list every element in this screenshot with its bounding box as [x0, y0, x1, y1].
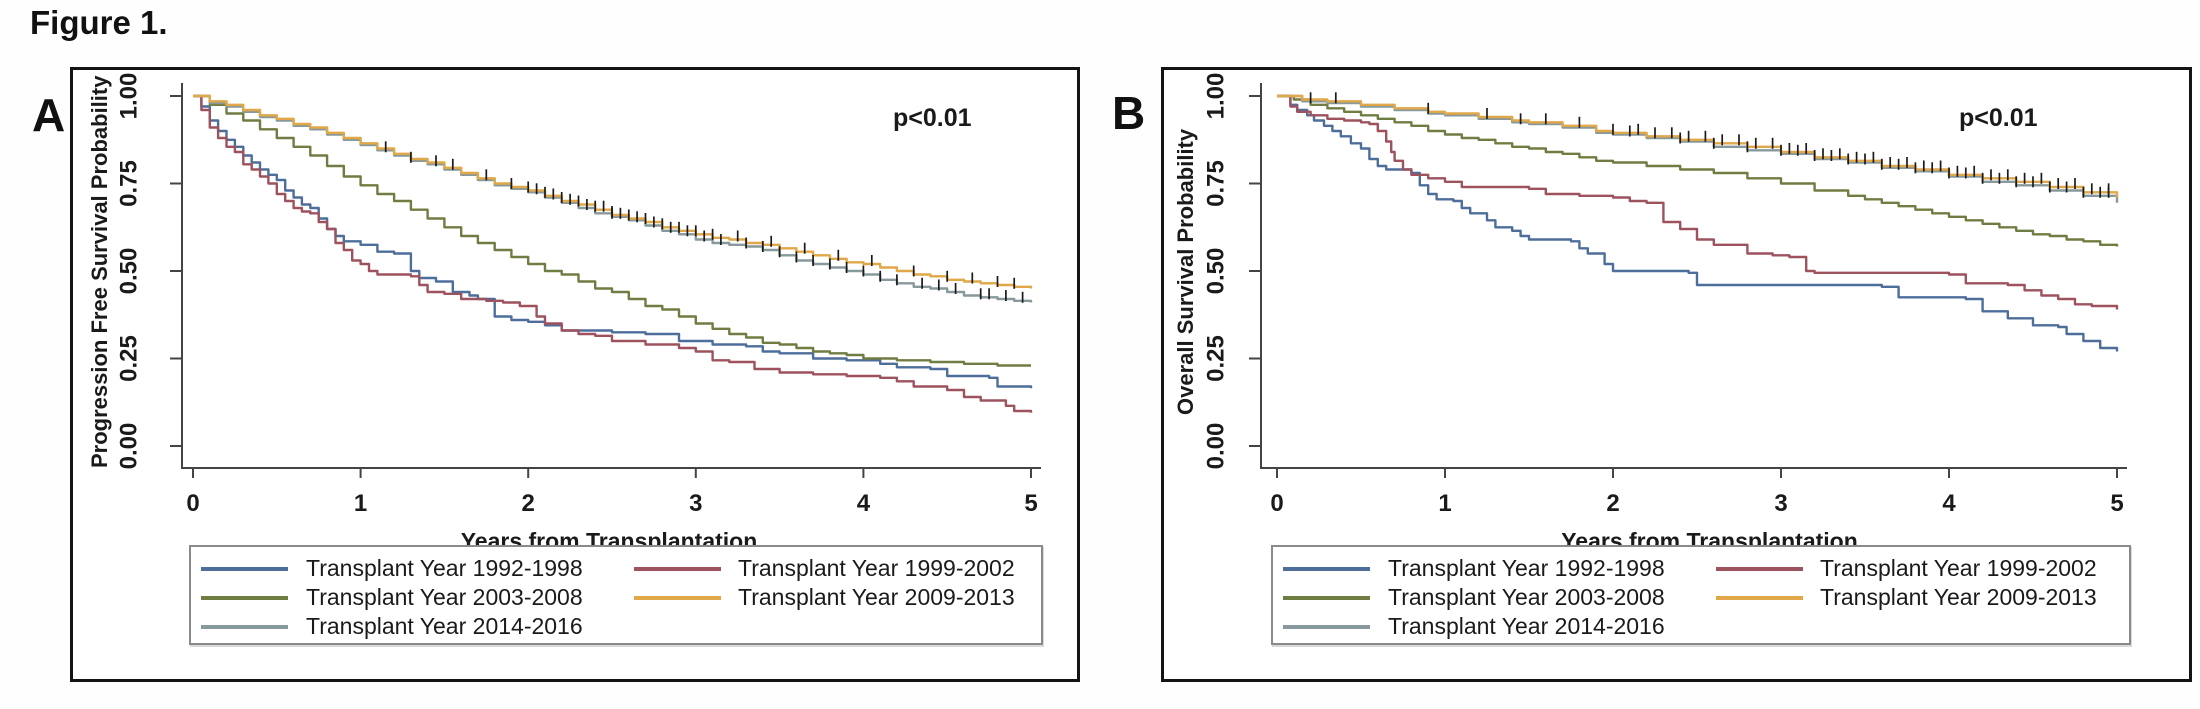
y-axis-title-a: Progression Free Survival Probability: [87, 75, 112, 469]
legend-swatch-1999-2002: [1716, 566, 1803, 571]
x-tick-label: 5: [1024, 490, 1037, 517]
legend-label-1999-2002: Transplant Year 1999-2002: [1820, 555, 2097, 581]
y-tick-label: 0.75: [1202, 160, 1229, 207]
km-curves: [193, 94, 1033, 413]
panel-a-letter: A: [32, 89, 66, 141]
x-tick-label: 0: [186, 490, 199, 517]
panel-b-overall-survival: 1.00 0.75 0.50 0.25 0.00 0 1 2 3 4 5 Overall Survi…: [1161, 67, 2192, 682]
km-curves: [1277, 94, 2119, 352]
y-tick-label: 0.00: [1202, 423, 1229, 470]
legend-row: Transplant Year 2003-2008 Transplant Yea…: [1283, 583, 2129, 612]
legend-a: Transplant Year 1992-1998 Transplant Yea…: [189, 545, 1043, 645]
legend-swatch-2009-2013: [634, 595, 721, 600]
legend-swatch-2009-2013: [1716, 595, 1803, 600]
y-tick-label: 0.00: [115, 423, 142, 470]
legend-label-2014-2016: Transplant Year 2014-2016: [306, 613, 583, 639]
y-tick-label: 1.00: [1202, 73, 1229, 120]
legend-row: Transplant Year 2014-2016: [1283, 612, 2129, 641]
legend-row: Transplant Year 2014-2016: [201, 612, 1041, 641]
p-value-annotation-a: p<0.01: [893, 104, 972, 132]
figure-title: Figure 1.: [30, 4, 168, 41]
x-tick-label: 4: [1942, 490, 1956, 517]
legend-row: Transplant Year 1992-1998 Transplant Yea…: [1283, 554, 2129, 583]
censor-tick-marks: [1309, 92, 2110, 198]
legend-swatch-2014-2016: [201, 624, 288, 629]
p-value-annotation-b: p<0.01: [1959, 104, 2038, 132]
y-tick-label: 0.50: [115, 248, 142, 295]
legend-label-2003-2008: Transplant Year 2003-2008: [306, 584, 583, 610]
legend-row: Transplant Year 2003-2008 Transplant Yea…: [201, 583, 1041, 612]
km-curve-transplant-year-1992-1998: [193, 94, 1033, 389]
x-tick-label: 1: [1438, 490, 1451, 517]
x-tick-label: 4: [857, 490, 871, 517]
km-curve-transplant-year-2003-2008: [193, 94, 1031, 367]
legend-swatch-1999-2002: [634, 566, 721, 571]
km-curve-transplant-year-1999-2002: [193, 94, 1033, 413]
km-curve-transplant-year-1992-1998: [1277, 94, 2119, 352]
legend-label-1999-2002: Transplant Year 1999-2002: [738, 555, 1015, 581]
y-tick-label: 0.25: [1202, 335, 1229, 382]
x-tick-label: 5: [2110, 490, 2123, 517]
censor-tick-marks: [384, 141, 1024, 303]
legend-swatch-2014-2016: [1283, 624, 1370, 629]
legend-row: Transplant Year 1992-1998 Transplant Yea…: [201, 554, 1041, 583]
legend-swatch-2003-2008: [1283, 595, 1370, 600]
legend-label-2009-2013: Transplant Year 2009-2013: [1820, 584, 2097, 610]
legend-label-1992-1998: Transplant Year 1992-1998: [1388, 555, 1665, 581]
km-plot-a: 1.00 0.75 0.50 0.25 0.00 0 1 2 3 4 5: [115, 73, 1041, 517]
legend-label-2003-2008: Transplant Year 2003-2008: [1388, 584, 1665, 610]
y-tick-label: 1.00: [115, 73, 142, 120]
legend-swatch-1992-1998: [201, 566, 288, 571]
km-plot-b: 1.00 0.75 0.50 0.25 0.00 0 1 2 3 4 5: [1202, 73, 2127, 517]
legend-label-2014-2016: Transplant Year 2014-2016: [1388, 613, 1665, 639]
legend-label-2009-2013: Transplant Year 2009-2013: [738, 584, 1015, 610]
x-tick-label: 3: [689, 490, 702, 517]
panel-a-progression-free-survival: 1.00 0.75 0.50 0.25 0.00 0 1 2 3 4 5 Progression F…: [70, 67, 1080, 682]
x-tick-label: 3: [1774, 490, 1787, 517]
legend-swatch-2003-2008: [201, 595, 288, 600]
panel-b-letter: B: [1112, 87, 1146, 139]
legend-swatch-1992-1998: [1283, 566, 1370, 571]
legend-label-1992-1998: Transplant Year 1992-1998: [306, 555, 583, 581]
legend-b: Transplant Year 1992-1998 Transplant Yea…: [1271, 545, 2131, 645]
axes: 1.00 0.75 0.50 0.25 0.00 0 1 2 3 4 5: [1202, 73, 2127, 517]
km-curve-transplant-year-2003-2008: [1277, 94, 2119, 247]
y-axis-title-b: Overall Survival Probability: [1173, 128, 1198, 416]
y-tick-label: 0.50: [1202, 248, 1229, 295]
x-tick-label: 0: [1270, 490, 1283, 517]
x-tick-label: 1: [354, 490, 367, 517]
y-tick-label: 0.25: [115, 335, 142, 382]
x-tick-label: 2: [1606, 490, 1619, 517]
y-tick-label: 0.75: [115, 160, 142, 207]
axes: 1.00 0.75 0.50 0.25 0.00 0 1 2 3 4 5: [115, 73, 1041, 517]
km-curve-transplant-year-1999-2002: [1277, 94, 2119, 310]
x-tick-label: 2: [522, 490, 535, 517]
